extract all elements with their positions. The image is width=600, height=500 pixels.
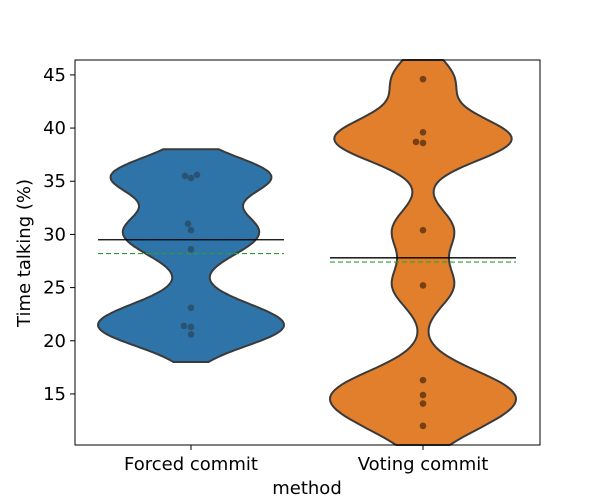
x-tick-label: Voting commit [358,454,489,475]
data-point [187,331,195,338]
data-points [180,75,427,430]
violins [96,59,518,446]
y-tick-label: 35 [43,171,66,192]
x-tick-label: Forced commit [124,454,258,475]
data-point [419,129,427,136]
data-point [419,422,427,430]
violin-forced-commit [96,148,286,363]
data-point [419,139,427,147]
data-point [419,75,427,83]
y-axis-label: Time talking (%) [14,179,35,328]
data-point [419,391,427,399]
data-point [193,171,201,179]
data-point [184,220,192,228]
data-point [181,172,189,180]
data-point [187,174,195,182]
y-axis-ticks: 15 20 25 30 35 40 45 [43,65,75,405]
data-point [419,226,427,234]
data-point [187,226,195,234]
summary-lines [98,239,516,263]
data-point [412,138,420,146]
data-point [180,322,188,330]
y-tick-label: 40 [43,118,66,139]
data-point [187,304,195,312]
y-tick-label: 30 [43,224,66,245]
x-axis-label: method [272,478,342,499]
y-tick-label: 25 [43,278,66,299]
data-point [419,400,427,407]
y-tick-label: 45 [43,65,66,86]
x-axis-ticks: Forced commit Voting commit [124,445,488,475]
data-point [419,282,427,289]
data-point [187,246,195,253]
y-tick-label: 20 [43,331,66,352]
plot-frame [74,59,541,446]
y-tick-label: 15 [43,384,66,405]
data-point [187,323,195,331]
data-point [419,376,427,384]
